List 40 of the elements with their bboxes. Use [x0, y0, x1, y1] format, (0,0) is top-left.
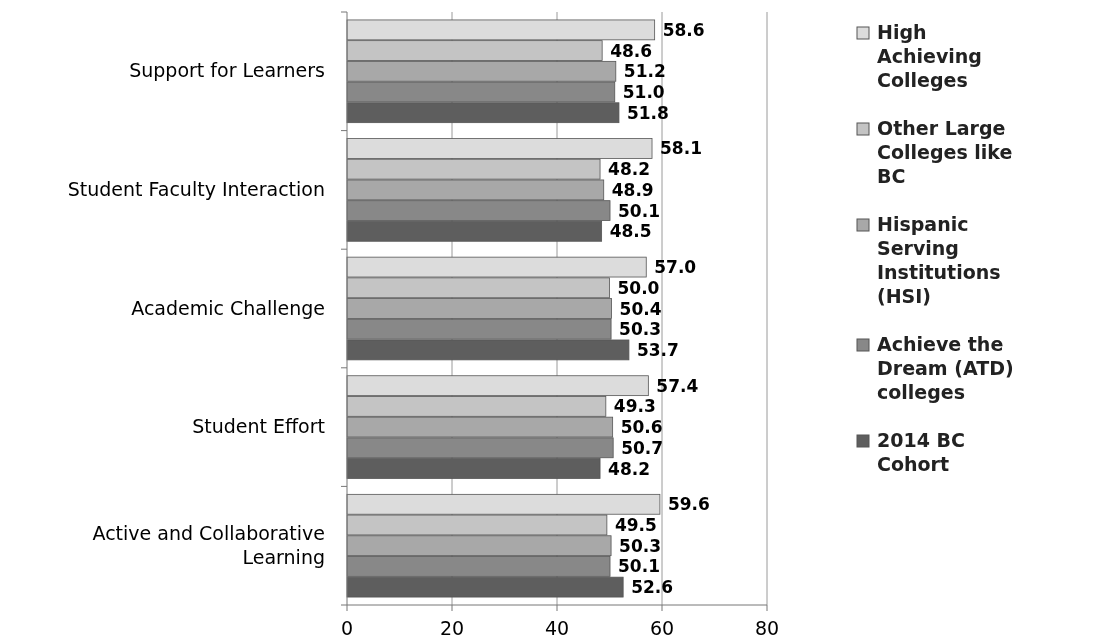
- data-label: 50.7: [621, 437, 664, 458]
- x-tick-label: 40: [544, 617, 570, 639]
- data-label: 50.1: [618, 556, 660, 577]
- y-tick-label: Academic Challenge: [131, 296, 325, 318]
- data-label: 50.0: [617, 277, 660, 298]
- x-tick-label: 80: [754, 617, 780, 639]
- data-label: 50.3: [619, 319, 662, 340]
- legend-label: 2014 BC Cohort: [877, 429, 965, 475]
- data-label: 48.5: [609, 221, 652, 242]
- data-label: 50.1: [618, 200, 660, 221]
- legend-label: Achieve the Dream (ATD) colleges: [877, 333, 1014, 403]
- data-label: 58.1: [660, 138, 702, 159]
- data-label: 51.8: [626, 102, 669, 123]
- y-tick-label: Support for Learners: [129, 58, 325, 81]
- legend-label: High Achieving Colleges: [877, 21, 982, 91]
- y-tick-label: Active and Collaborative Learning: [92, 521, 325, 568]
- data-label: 51.0: [622, 82, 665, 103]
- data-label: 50.6: [620, 417, 663, 438]
- y-tick-label: Student Faculty Interaction: [67, 177, 325, 200]
- data-label: 49.5: [614, 514, 657, 535]
- data-label: 59.6: [667, 494, 710, 515]
- data-label: 58.6: [662, 19, 705, 40]
- data-label: 57.4: [656, 375, 699, 396]
- x-tick-label: 20: [439, 617, 465, 639]
- y-tick-label: Student Effort: [192, 414, 325, 437]
- data-label: 49.3: [613, 396, 656, 417]
- data-label: 50.4: [619, 298, 662, 319]
- data-label: 52.6: [631, 577, 674, 598]
- data-label: 51.2: [623, 61, 666, 82]
- data-label: 48.2: [608, 159, 650, 180]
- data-label: 53.7: [636, 339, 679, 360]
- data-label: 48.9: [611, 179, 654, 200]
- data-label: 48.6: [610, 40, 653, 61]
- data-label: 50.3: [619, 535, 662, 556]
- legend-label: Other Large Colleges like BC: [877, 117, 1013, 187]
- data-label: 57.0: [654, 257, 697, 278]
- x-tick-label: 0: [340, 617, 354, 639]
- data-label: 48.2: [608, 458, 650, 479]
- legend-label: Hispanic Serving Institutions (HSI): [877, 213, 1001, 307]
- x-tick-label: 60: [649, 617, 675, 639]
